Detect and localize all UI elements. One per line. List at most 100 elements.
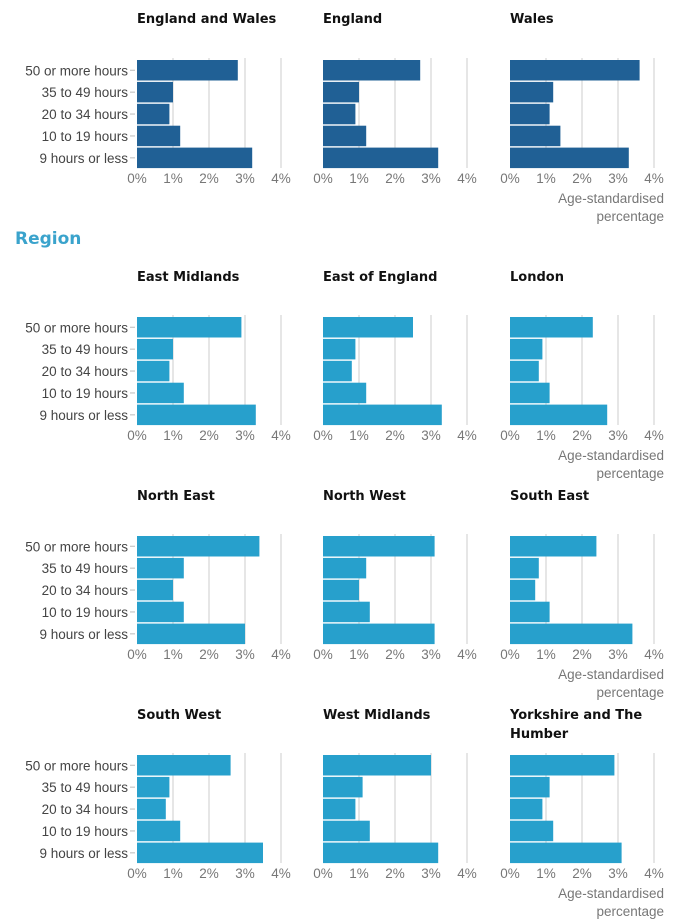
x-tick-label: 2% [572, 171, 592, 186]
panel-title: North East [137, 489, 215, 504]
bar [510, 317, 593, 338]
x-tick-label: 3% [608, 647, 628, 662]
x-tick-label: 0% [127, 647, 147, 662]
category-label: 35 to 49 hours [42, 342, 129, 357]
x-tick-label: 3% [608, 428, 628, 443]
x-tick-label: 3% [608, 866, 628, 881]
bar [323, 382, 367, 404]
category-label: 10 to 19 hours [42, 129, 129, 144]
bar [510, 557, 539, 579]
x-tick-label: 0% [313, 647, 333, 662]
category-label: 50 or more hours [25, 320, 128, 335]
x-tick-label: 4% [271, 428, 291, 443]
bar [323, 338, 356, 360]
bar [510, 147, 629, 169]
bar [137, 382, 184, 404]
category-label: 9 hours or less [39, 151, 128, 166]
bar [137, 360, 170, 382]
x-tick-label: 1% [349, 647, 369, 662]
x-tick-label: 2% [572, 428, 592, 443]
x-tick-label: 1% [536, 647, 556, 662]
bar [510, 125, 561, 147]
x-tick-label: 2% [572, 866, 592, 881]
x-axis-title: Age-standardised percentage [558, 448, 664, 481]
bar [137, 81, 173, 103]
bar [323, 601, 370, 623]
category-label: 10 to 19 hours [42, 605, 129, 620]
bar [137, 103, 170, 125]
x-tick-label: 0% [313, 171, 333, 186]
bar [137, 579, 173, 601]
x-tick-label: 2% [199, 866, 219, 881]
bar [510, 404, 608, 426]
x-tick-label: 1% [163, 866, 183, 881]
bar [137, 125, 181, 147]
bar [323, 623, 435, 645]
x-tick-label: 4% [457, 171, 477, 186]
category-label: 9 hours or less [39, 627, 128, 642]
x-tick-label: 1% [349, 428, 369, 443]
bar [323, 798, 356, 820]
bar [323, 103, 356, 125]
panel-title: West Midlands [323, 708, 431, 723]
x-tick-label: 0% [313, 866, 333, 881]
bar [137, 842, 263, 864]
category-label: 9 hours or less [39, 846, 128, 861]
bar [323, 557, 367, 579]
bar [137, 404, 256, 426]
bar [323, 776, 363, 798]
category-label: 20 to 34 hours [42, 802, 129, 817]
x-tick-label: 0% [500, 866, 520, 881]
bar [510, 623, 633, 645]
x-tick-label: 0% [127, 428, 147, 443]
x-tick-label: 3% [421, 647, 441, 662]
bar [137, 755, 231, 776]
x-tick-label: 1% [163, 428, 183, 443]
bar [323, 360, 352, 382]
bar [323, 536, 435, 557]
bar [510, 360, 539, 382]
x-tick-label: 1% [163, 171, 183, 186]
panel-title: East Midlands [137, 270, 240, 285]
bar [510, 60, 640, 81]
x-tick-label: 3% [235, 428, 255, 443]
category-label: 35 to 49 hours [42, 85, 129, 100]
bar [510, 536, 597, 557]
bar [137, 623, 245, 645]
bar [510, 776, 550, 798]
x-tick-label: 0% [127, 171, 147, 186]
x-tick-label: 4% [457, 428, 477, 443]
x-tick-label: 3% [608, 171, 628, 186]
bar [323, 147, 439, 169]
category-label: 10 to 19 hours [42, 386, 129, 401]
bar [323, 125, 367, 147]
bar [323, 60, 421, 81]
panel-title: England and Wales [137, 12, 277, 27]
x-tick-label: 0% [500, 428, 520, 443]
category-label: 10 to 19 hours [42, 824, 129, 839]
x-tick-label: 2% [385, 428, 405, 443]
panel-title: North West [323, 489, 406, 504]
x-axis-title: Age-standardised percentage [558, 191, 664, 224]
bar [137, 536, 260, 557]
bar [510, 382, 550, 404]
bar [137, 557, 184, 579]
x-tick-label: 4% [457, 866, 477, 881]
x-tick-label: 1% [349, 866, 369, 881]
category-label: 20 to 34 hours [42, 364, 129, 379]
x-tick-label: 3% [235, 171, 255, 186]
category-label: 50 or more hours [25, 539, 128, 554]
x-tick-label: 3% [421, 866, 441, 881]
x-tick-label: 0% [500, 171, 520, 186]
x-tick-label: 2% [199, 171, 219, 186]
bar [510, 842, 622, 864]
x-tick-label: 0% [500, 647, 520, 662]
bar [323, 820, 370, 842]
panel-title: London [510, 270, 564, 285]
bar [323, 579, 359, 601]
bar [137, 820, 181, 842]
bar [510, 601, 550, 623]
category-label: 20 to 34 hours [42, 107, 129, 122]
category-label: 50 or more hours [25, 63, 128, 78]
x-tick-label: 3% [235, 647, 255, 662]
